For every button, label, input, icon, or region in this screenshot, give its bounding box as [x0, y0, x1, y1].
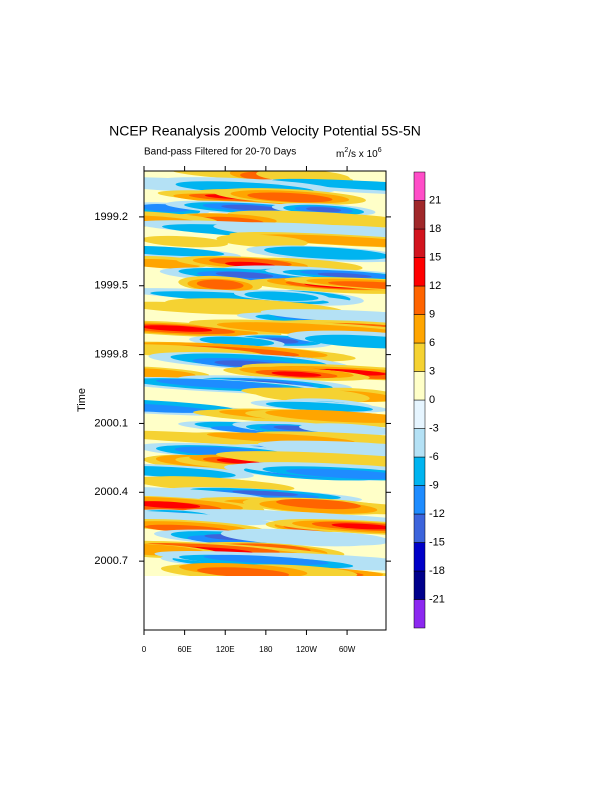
field-blob — [144, 235, 229, 248]
field-blob — [216, 451, 386, 471]
colorbar-label: 15 — [429, 251, 441, 263]
field-blob — [220, 528, 378, 547]
plot-frame — [143, 170, 387, 631]
x-tick-label: 60E — [177, 645, 191, 654]
field-blob — [257, 440, 386, 459]
x-tick-label: 180 — [259, 645, 273, 654]
field-blob — [276, 498, 361, 510]
field-blob — [271, 371, 322, 377]
colorbar-box — [413, 200, 426, 230]
field-blob — [144, 501, 201, 509]
field-blob — [144, 509, 273, 526]
colorbar-box — [413, 171, 426, 201]
field-blob — [144, 466, 236, 479]
field-blob — [144, 477, 233, 490]
y-tick-label: 2000.1 — [94, 417, 128, 429]
chart-title: NCEP Reanalysis 200mb Velocity Potential… — [109, 123, 421, 139]
colorbar-box — [413, 456, 426, 486]
x-tick-label: 0 — [142, 645, 147, 654]
chart-subtitle: Band-pass Filtered for 20-70 Days — [144, 147, 296, 158]
field-blob — [196, 279, 244, 290]
colorbar-box — [413, 399, 426, 429]
colorbar-label: 3 — [429, 365, 435, 377]
field-blob — [306, 207, 342, 213]
colorbar-label: -15 — [429, 536, 445, 548]
colorbar-box — [413, 257, 426, 287]
colorbar-label: 12 — [429, 280, 441, 292]
colorbar-box — [413, 570, 426, 600]
units-part: m — [336, 149, 344, 160]
y-tick-label: 1999.2 — [94, 211, 128, 223]
field-blob — [144, 301, 273, 315]
colorbar-box — [413, 285, 426, 315]
colorbar-label: 18 — [429, 223, 441, 235]
contour-field — [144, 171, 386, 576]
field-blob — [215, 271, 274, 279]
colorbar-box — [413, 342, 426, 372]
field-blob — [265, 409, 386, 423]
field-blob — [331, 523, 386, 530]
x-tick-label: 60W — [339, 645, 356, 654]
x-tick-label: 120E — [216, 645, 235, 654]
colorbar-label: -21 — [429, 593, 445, 605]
colorbar-box — [413, 513, 426, 543]
colorbar-box — [413, 228, 426, 258]
field-blob — [253, 387, 370, 404]
field-blob — [197, 567, 290, 576]
field-blob — [144, 367, 196, 378]
field-blob — [272, 178, 386, 193]
colorbar-label: 0 — [429, 394, 435, 406]
colorbar-label: -9 — [429, 479, 439, 491]
colorbar-label: -3 — [429, 422, 439, 434]
y-tick-label: 2000.4 — [94, 486, 128, 498]
colorbar-label: -12 — [429, 508, 445, 520]
field-blob — [328, 281, 386, 290]
field-blob — [265, 401, 373, 412]
x-tick-label: 120W — [296, 645, 317, 654]
field-blob — [254, 234, 386, 248]
colorbar-label: -18 — [429, 565, 445, 577]
field-blob — [221, 204, 279, 211]
colorbar-label: -6 — [429, 451, 439, 463]
colorbar-label: 9 — [429, 308, 435, 320]
field-blob — [255, 431, 386, 446]
colorbar-label: 6 — [429, 337, 435, 349]
y-axis-label: Time — [76, 388, 88, 412]
y-tick-label: 2000.7 — [94, 555, 128, 567]
units-part: 2 — [344, 147, 348, 154]
field-blob — [144, 325, 213, 332]
field-blob — [244, 291, 319, 302]
field-blob — [227, 210, 386, 228]
field-blob — [199, 336, 275, 347]
field-blob — [144, 402, 210, 413]
units: m2/s x 106 — [336, 147, 382, 160]
field-blob — [203, 554, 329, 565]
colorbar-box — [413, 314, 426, 344]
field-blob — [317, 272, 372, 278]
y-tick-label: 1999.8 — [94, 349, 128, 361]
units-part: /s x 10 — [348, 149, 378, 160]
field-blob — [304, 334, 386, 349]
colorbar-box — [413, 371, 426, 401]
colorbar-box — [413, 599, 426, 629]
units-part: 6 — [378, 147, 382, 154]
field-blob — [285, 468, 386, 480]
field-blob — [232, 490, 299, 496]
colorbar-box — [413, 542, 426, 572]
colorbar-box — [413, 428, 426, 458]
field-blob — [260, 309, 386, 327]
field-blob — [264, 246, 386, 260]
field-blob — [247, 192, 333, 203]
y-tick-label: 1999.5 — [94, 280, 128, 292]
field-blob — [156, 379, 284, 390]
colorbar-label: 21 — [429, 194, 441, 206]
field-blob — [144, 245, 225, 257]
colorbar-box — [413, 485, 426, 515]
field-blob — [216, 234, 308, 248]
